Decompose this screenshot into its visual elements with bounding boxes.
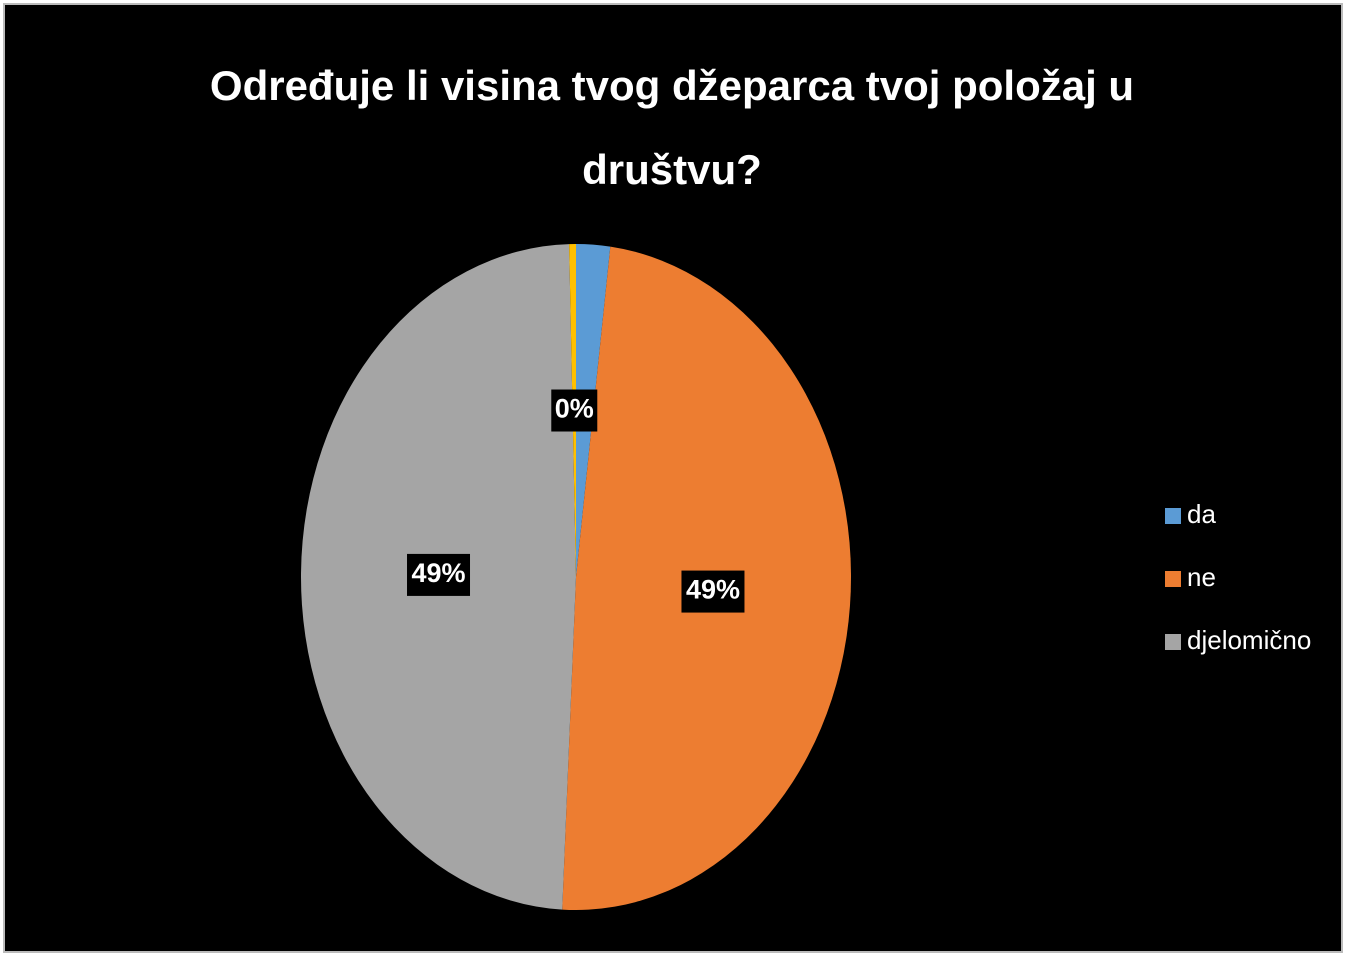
- legend-label: ne: [1187, 562, 1216, 592]
- data-label: 49%: [411, 558, 465, 588]
- legend-swatch: [1165, 634, 1181, 650]
- legend-label: djelomično: [1187, 625, 1311, 655]
- data-label-box: [681, 570, 745, 613]
- legend-swatch: [1165, 508, 1181, 524]
- data-label: 49%: [686, 575, 740, 605]
- legend-swatch: [1165, 571, 1181, 587]
- data-label-box: [551, 389, 598, 432]
- data-label-box: [407, 553, 471, 596]
- chart-title: Određuje li visina tvog džeparca tvoj po…: [209, 62, 1135, 193]
- data-label: 0%: [555, 394, 594, 424]
- legend-label: da: [1187, 499, 1216, 529]
